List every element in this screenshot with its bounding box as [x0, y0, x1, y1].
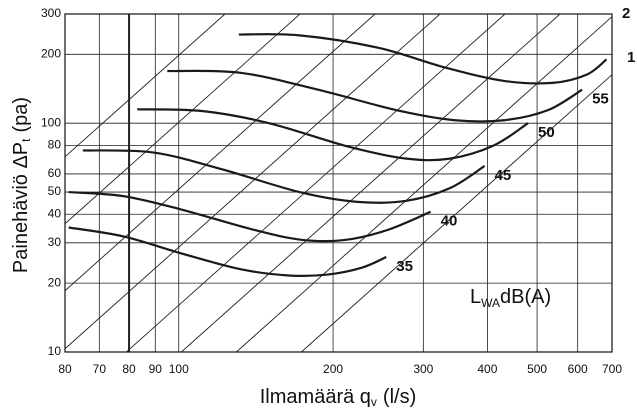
y-label-unit: (pa): [10, 97, 32, 133]
sound-curve: [137, 108, 529, 162]
x-tick-label: 700: [602, 362, 622, 376]
x-tick-label: 400: [477, 362, 497, 376]
curve-label: 45: [495, 167, 512, 184]
x-tick-label: 70: [93, 362, 107, 376]
system-line: [301, 74, 612, 352]
x-tick-label: 80: [58, 362, 72, 376]
curve-label: 35: [396, 258, 413, 275]
y-tick-label: 60: [48, 166, 62, 180]
annotation: LWAdB(A): [470, 286, 551, 310]
sound-curve: [238, 33, 608, 85]
sound-curve: [82, 149, 486, 204]
system-lines: [65, 14, 612, 352]
annotation-unit: dB(A): [500, 286, 551, 308]
system-line: [65, 14, 376, 292]
x-tick-label: 100: [169, 362, 189, 376]
y-tick-label: 10: [48, 344, 62, 358]
y-label-text: Painehäviö ΔP: [10, 142, 32, 273]
x-tick-label: 200: [323, 362, 343, 376]
annotation-text: L: [470, 286, 481, 308]
plot-frame: [64, 13, 613, 353]
y-tick-label: 300: [41, 6, 61, 20]
x-label-sub: v: [371, 395, 377, 409]
sound-curve: [68, 190, 432, 243]
x-tick-label: 600: [568, 362, 588, 376]
y-tick-label: 40: [48, 206, 62, 220]
x-tick-label: 500: [527, 362, 547, 376]
y-tick-label: 50: [48, 184, 62, 198]
y-tick-label: 80: [48, 138, 62, 152]
annotation-sub: WA: [481, 296, 500, 310]
x-tick-label: 300: [413, 362, 433, 376]
x-tick-label: 80: [122, 362, 136, 376]
x-axis-label: Ilmamäärä qv (l/s): [260, 386, 416, 409]
y-axis-label: Painehäviö ΔPt (pa): [10, 97, 33, 273]
system-line: [126, 14, 506, 352]
sound-curve: [167, 69, 583, 123]
y-label-sub: t: [19, 138, 33, 142]
y-tick-label: 30: [48, 235, 62, 249]
sound-curve: [68, 226, 387, 278]
curve-label: 50: [538, 124, 555, 141]
system-line: [65, 14, 441, 350]
system-line: [236, 16, 612, 352]
system-line: [65, 14, 301, 225]
system-line: [65, 14, 226, 158]
curve-label: 55: [592, 91, 609, 108]
y-tick-label: 20: [48, 275, 62, 289]
curve-marker: 1: [627, 49, 635, 66]
system-line: [181, 14, 561, 352]
y-tick-label: 100: [41, 115, 61, 129]
x-tick-label: 90: [149, 362, 163, 376]
curve-marker: 2: [622, 5, 630, 22]
y-tick-label: 200: [41, 46, 61, 60]
curve-label: 40: [441, 213, 458, 230]
x-label-unit: (l/s): [383, 386, 416, 408]
x-label-text: Ilmamäärä q: [260, 386, 371, 408]
